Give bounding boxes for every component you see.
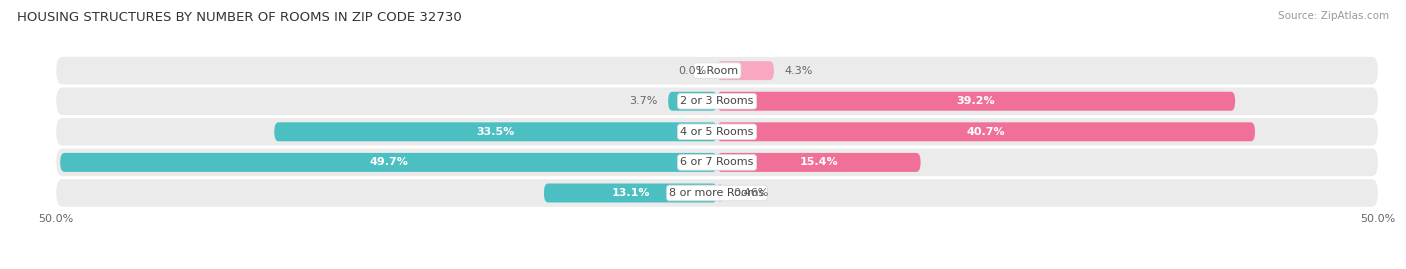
FancyBboxPatch shape [56,118,1378,146]
Text: 0.46%: 0.46% [734,188,769,198]
FancyBboxPatch shape [274,122,717,141]
Text: 2 or 3 Rooms: 2 or 3 Rooms [681,96,754,106]
Text: 1 Room: 1 Room [696,66,738,76]
FancyBboxPatch shape [56,179,1378,207]
Text: 4.3%: 4.3% [785,66,813,76]
Text: Source: ZipAtlas.com: Source: ZipAtlas.com [1278,11,1389,21]
FancyBboxPatch shape [56,87,1378,115]
Text: 40.7%: 40.7% [967,127,1005,137]
Text: 49.7%: 49.7% [370,157,408,167]
Text: 6 or 7 Rooms: 6 or 7 Rooms [681,157,754,167]
Text: 15.4%: 15.4% [800,157,838,167]
Text: HOUSING STRUCTURES BY NUMBER OF ROOMS IN ZIP CODE 32730: HOUSING STRUCTURES BY NUMBER OF ROOMS IN… [17,11,461,24]
Text: 0.0%: 0.0% [678,66,706,76]
FancyBboxPatch shape [717,92,1234,111]
Text: 4 or 5 Rooms: 4 or 5 Rooms [681,127,754,137]
Text: 8 or more Rooms: 8 or more Rooms [669,188,765,198]
FancyBboxPatch shape [717,61,773,80]
FancyBboxPatch shape [60,153,717,172]
FancyBboxPatch shape [56,149,1378,176]
Text: 13.1%: 13.1% [612,188,650,198]
FancyBboxPatch shape [544,183,717,203]
Text: 33.5%: 33.5% [477,127,515,137]
FancyBboxPatch shape [717,153,921,172]
Text: 3.7%: 3.7% [630,96,658,106]
Text: 39.2%: 39.2% [957,96,995,106]
FancyBboxPatch shape [668,92,717,111]
FancyBboxPatch shape [56,57,1378,84]
FancyBboxPatch shape [717,122,1256,141]
FancyBboxPatch shape [717,183,723,203]
